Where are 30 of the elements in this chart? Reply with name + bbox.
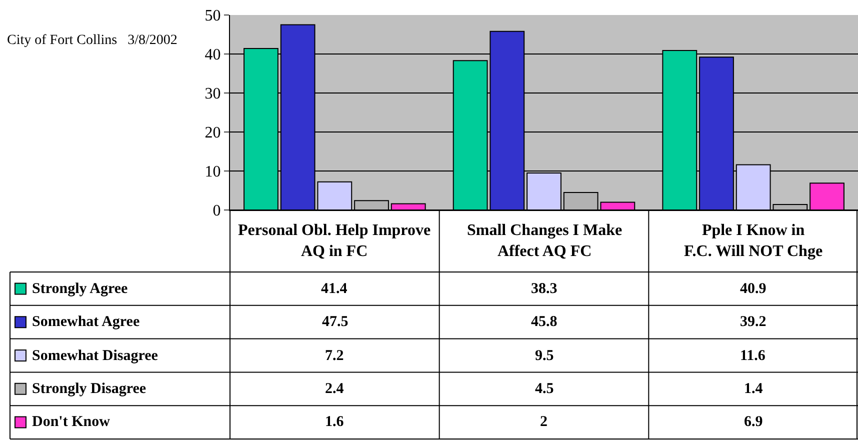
data-label: 41.4 <box>321 281 348 297</box>
legend-label: Somewhat Agree <box>32 314 140 330</box>
legend-label: Somewhat Disagree <box>32 348 158 364</box>
data-label: 9.5 <box>535 348 554 364</box>
data-label: 1.4 <box>744 381 764 397</box>
data-label: 39.2 <box>740 314 766 330</box>
x-tick-label: Personal Obl. Help Improve AQ in FC <box>238 222 431 260</box>
data-label: 11.6 <box>740 348 766 364</box>
data-label: 2 <box>540 414 548 430</box>
data-label: 2.4 <box>325 381 344 397</box>
data-label: 4.5 <box>535 381 554 397</box>
data-label: 45.8 <box>531 314 558 330</box>
y-tick-label: 10 <box>204 164 221 181</box>
y-tick-label: 0 <box>212 202 221 220</box>
data-label: 38.3 <box>531 281 558 297</box>
legend-label: Strongly Agree <box>32 281 128 297</box>
x-tick-label: Pple I Know in F.C. Will NOT Chge <box>684 222 823 260</box>
x-tick-label: Small Changes I Make Affect AQ FC <box>467 222 622 260</box>
y-tick-label: 20 <box>204 124 221 142</box>
y-tick-label: 40 <box>204 46 221 64</box>
data-label: 1.6 <box>325 414 344 430</box>
legend-label: Don't Know <box>32 414 110 430</box>
legend-label: Strongly Disagree <box>32 381 146 397</box>
y-tick-label: 50 <box>204 8 221 25</box>
text: City of Fort Collins 3/8/2002 <box>7 33 178 48</box>
y-tick-label: 30 <box>204 86 221 103</box>
data-label: 7.2 <box>325 348 344 364</box>
data-label: 6.9 <box>744 414 763 430</box>
data-label: 40.9 <box>740 281 766 297</box>
data-label: 47.5 <box>322 314 348 330</box>
